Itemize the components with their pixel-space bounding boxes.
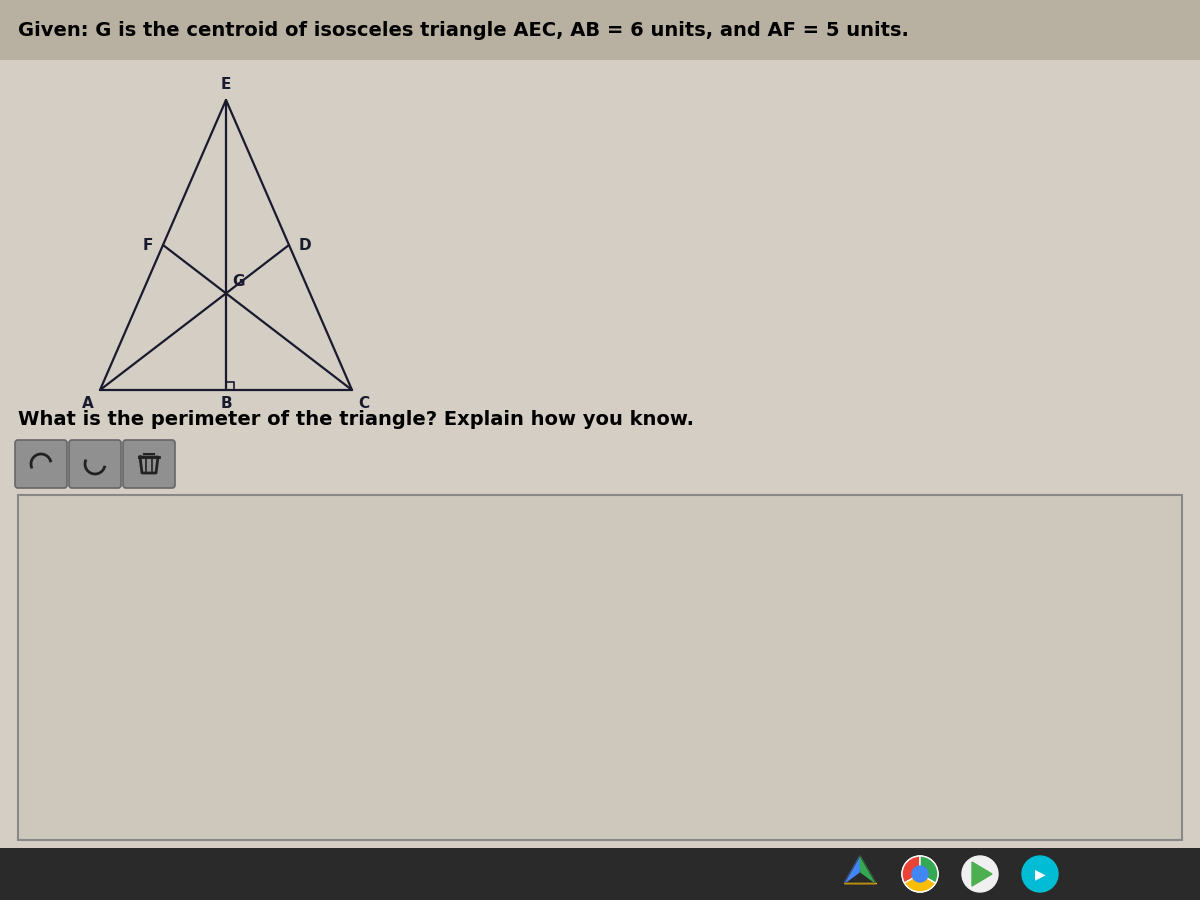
Circle shape — [902, 856, 938, 892]
FancyBboxPatch shape — [124, 440, 175, 488]
Text: ▶: ▶ — [1034, 867, 1045, 881]
Text: B: B — [220, 396, 232, 411]
Bar — [0, 0, 1200, 60]
Polygon shape — [860, 856, 876, 883]
Polygon shape — [972, 862, 992, 886]
Text: E: E — [221, 77, 232, 92]
Text: A: A — [82, 396, 94, 411]
Text: C: C — [359, 396, 370, 411]
Text: D: D — [299, 238, 312, 253]
Wedge shape — [905, 874, 936, 892]
Circle shape — [912, 866, 928, 882]
Wedge shape — [920, 856, 938, 883]
FancyBboxPatch shape — [14, 440, 67, 488]
Wedge shape — [902, 856, 920, 883]
Bar — [0, 848, 1200, 900]
Text: What is the perimeter of the triangle? Explain how you know.: What is the perimeter of the triangle? E… — [18, 410, 694, 429]
Circle shape — [962, 856, 998, 892]
FancyBboxPatch shape — [70, 440, 121, 488]
Bar — [18, 495, 1182, 840]
Text: F: F — [143, 238, 154, 253]
Text: G: G — [232, 274, 245, 289]
Text: Given: G is the centroid of isosceles triangle AEC, AB = 6 units, and AF = 5 uni: Given: G is the centroid of isosceles tr… — [18, 21, 908, 40]
Circle shape — [1022, 856, 1058, 892]
Polygon shape — [845, 856, 860, 883]
